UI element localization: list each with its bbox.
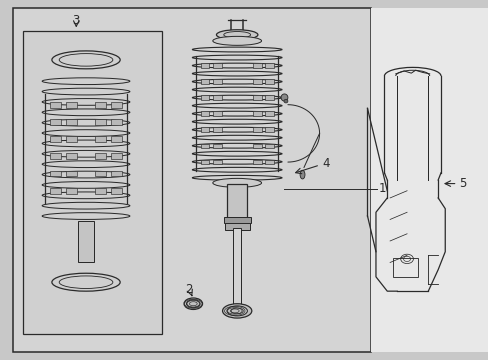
Bar bbox=[50, 119, 61, 125]
Bar bbox=[252, 95, 261, 100]
Bar bbox=[370, 8, 488, 352]
Bar bbox=[66, 102, 77, 108]
Ellipse shape bbox=[216, 30, 257, 40]
Bar bbox=[212, 111, 221, 116]
Ellipse shape bbox=[212, 179, 261, 187]
Bar bbox=[212, 127, 221, 132]
Ellipse shape bbox=[300, 170, 305, 179]
Text: 5: 5 bbox=[458, 177, 466, 190]
Bar bbox=[66, 119, 77, 125]
Bar bbox=[111, 188, 122, 194]
Bar bbox=[22, 31, 161, 334]
Bar bbox=[212, 79, 221, 84]
Bar bbox=[226, 184, 247, 223]
Bar bbox=[13, 8, 370, 352]
Bar bbox=[252, 63, 261, 68]
Bar bbox=[66, 171, 77, 176]
Bar bbox=[223, 217, 250, 223]
Ellipse shape bbox=[284, 99, 287, 103]
Bar bbox=[200, 79, 209, 84]
Ellipse shape bbox=[183, 298, 202, 310]
Bar bbox=[264, 95, 273, 100]
Bar bbox=[212, 144, 221, 148]
Bar bbox=[252, 160, 261, 165]
Ellipse shape bbox=[212, 36, 261, 45]
Bar bbox=[252, 127, 261, 132]
Bar bbox=[233, 228, 241, 304]
Bar bbox=[95, 102, 106, 108]
Bar bbox=[264, 144, 273, 148]
Bar bbox=[111, 171, 122, 176]
Ellipse shape bbox=[222, 304, 251, 318]
Bar bbox=[252, 144, 261, 148]
Bar bbox=[111, 153, 122, 159]
Bar bbox=[200, 63, 209, 68]
Bar bbox=[66, 188, 77, 194]
Bar bbox=[212, 95, 221, 100]
Text: 2: 2 bbox=[184, 283, 192, 296]
Bar bbox=[111, 136, 122, 142]
Bar bbox=[95, 136, 106, 142]
Bar bbox=[264, 79, 273, 84]
Bar bbox=[50, 102, 61, 108]
Bar bbox=[200, 160, 209, 165]
Bar bbox=[50, 171, 61, 176]
Bar bbox=[111, 102, 122, 108]
Bar bbox=[252, 79, 261, 84]
Bar bbox=[224, 223, 249, 230]
Bar bbox=[252, 111, 261, 116]
Bar bbox=[111, 119, 122, 125]
Bar bbox=[264, 160, 273, 165]
Bar bbox=[95, 171, 106, 176]
Text: 3: 3 bbox=[72, 14, 80, 27]
Bar bbox=[264, 127, 273, 132]
Bar bbox=[78, 221, 94, 262]
Bar bbox=[264, 111, 273, 116]
Text: 1: 1 bbox=[378, 183, 386, 195]
Bar bbox=[95, 188, 106, 194]
Bar bbox=[50, 188, 61, 194]
Bar bbox=[212, 63, 221, 68]
Bar bbox=[95, 119, 106, 125]
Bar bbox=[50, 153, 61, 159]
Bar bbox=[200, 111, 209, 116]
Bar bbox=[66, 153, 77, 159]
Ellipse shape bbox=[281, 94, 287, 101]
Bar bbox=[392, 258, 418, 277]
Bar bbox=[95, 153, 106, 159]
Bar bbox=[264, 63, 273, 68]
Bar bbox=[212, 160, 221, 165]
Text: 4: 4 bbox=[322, 157, 329, 170]
Bar bbox=[200, 95, 209, 100]
Bar bbox=[66, 136, 77, 142]
Bar bbox=[200, 144, 209, 148]
Bar bbox=[50, 136, 61, 142]
Bar bbox=[200, 127, 209, 132]
